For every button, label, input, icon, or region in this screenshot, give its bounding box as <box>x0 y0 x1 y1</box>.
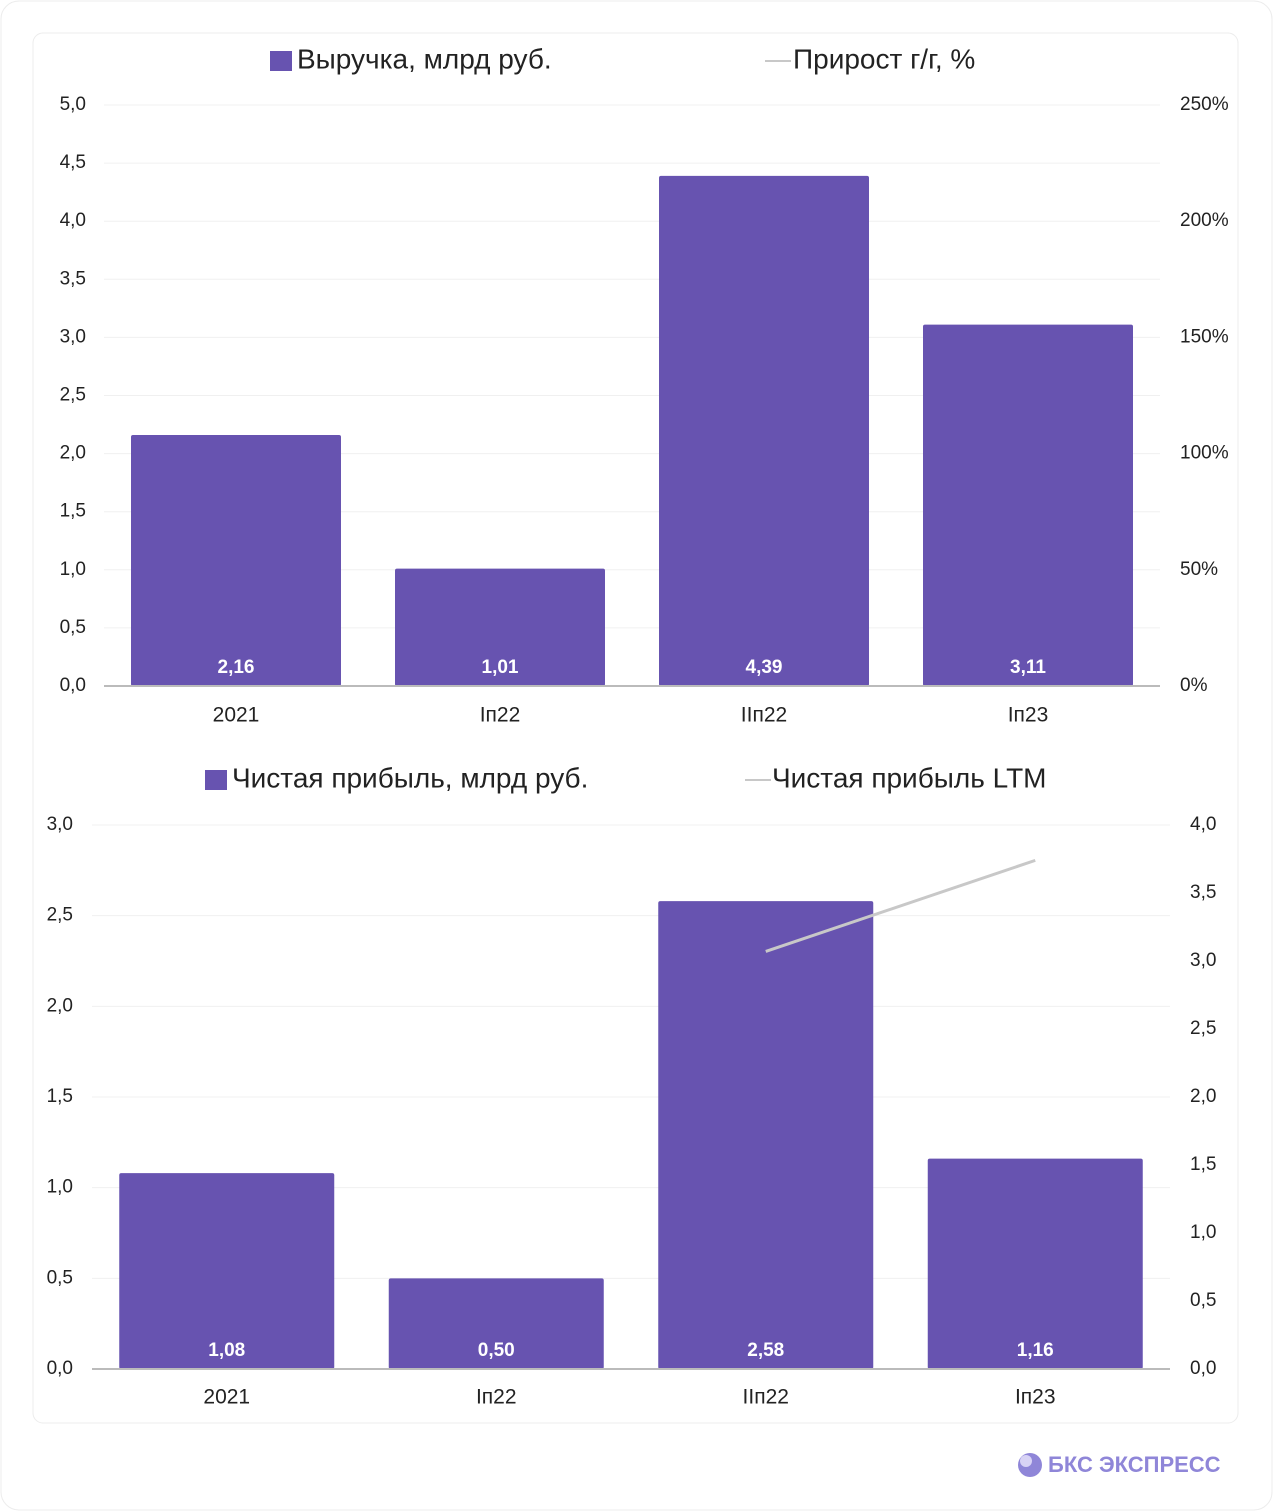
y-tick-label: 3,5 <box>60 268 86 289</box>
bar <box>659 175 869 686</box>
x-tick-label: IIп22 <box>743 1386 789 1409</box>
y2-tick-label: 1,5 <box>1190 1154 1216 1175</box>
x-tick-label: Iп22 <box>476 1386 517 1409</box>
y-tick-label: 2,0 <box>47 995 73 1016</box>
y2-tick-label: 3,5 <box>1190 882 1216 903</box>
y2-tick-label: 0% <box>1180 675 1208 696</box>
bar <box>658 901 874 1369</box>
y-tick-label: 0,5 <box>60 617 86 638</box>
legend-label: Выручка, млрд руб. <box>297 43 552 74</box>
y2-tick-label: 150% <box>1180 326 1229 347</box>
y-tick-label: 1,5 <box>47 1086 73 1107</box>
x-tick-label: 2021 <box>213 704 260 727</box>
y2-tick-label: 50% <box>1180 559 1218 580</box>
y-tick-label: 1,0 <box>60 559 86 580</box>
y-tick-label: 0,0 <box>60 675 86 696</box>
y2-tick-label: 1,0 <box>1190 1222 1216 1243</box>
x-tick-label: Iп23 <box>1008 704 1049 727</box>
y-tick-label: 0,5 <box>47 1267 73 1288</box>
y2-tick-label: 4,0 <box>1190 814 1216 835</box>
legend-label: Чистая прибыль, млрд руб. <box>232 762 588 793</box>
y2-tick-label: 3,0 <box>1190 950 1216 971</box>
y2-tick-label: 250% <box>1180 94 1229 115</box>
legend-swatch <box>205 770 227 790</box>
x-tick-label: 2021 <box>203 1386 250 1409</box>
bar <box>119 1173 335 1369</box>
y-tick-label: 3,0 <box>47 814 73 835</box>
x-tick-label: Iп22 <box>480 704 521 727</box>
y-tick-label: 3,0 <box>60 326 86 347</box>
y-tick-label: 1,5 <box>60 501 86 522</box>
data-label: 0,50 <box>478 1340 515 1361</box>
brand: БКС ЭКСПРЕСС <box>1048 1452 1221 1477</box>
y-tick-label: 2,5 <box>60 385 86 406</box>
y-tick-label: 2,5 <box>47 905 73 926</box>
y2-tick-label: 0,0 <box>1190 1358 1216 1379</box>
bar <box>388 1278 604 1369</box>
y-tick-label: 2,0 <box>60 443 86 464</box>
y-tick-label: 0,0 <box>47 1358 73 1379</box>
data-label: 1,16 <box>1017 1340 1054 1361</box>
legend-label: Прирост г/г, % <box>793 43 975 74</box>
y2-tick-label: 2,0 <box>1190 1086 1216 1107</box>
y2-tick-label: 0,5 <box>1190 1290 1216 1311</box>
bar <box>131 435 341 686</box>
y2-tick-label: 2,5 <box>1190 1018 1216 1039</box>
logo-icon-highlight <box>1020 1455 1032 1467</box>
y-tick-label: 1,0 <box>47 1177 73 1198</box>
y-tick-label: 5,0 <box>60 94 86 115</box>
x-tick-label: IIп22 <box>741 704 787 727</box>
bar <box>927 1158 1143 1369</box>
y-tick-label: 4,0 <box>60 210 86 231</box>
bar <box>923 324 1133 686</box>
data-label: 3,11 <box>1010 657 1046 678</box>
data-label: 4,39 <box>746 657 783 678</box>
data-label: 1,08 <box>208 1340 245 1361</box>
x-tick-label: Iп23 <box>1015 1386 1056 1409</box>
line <box>765 858 1036 953</box>
legend-label: Чистая прибыль LTM <box>772 762 1047 793</box>
data-label: 1,01 <box>482 657 519 678</box>
bar <box>395 568 605 686</box>
y-tick-label: 4,5 <box>60 152 86 173</box>
y2-tick-label: 100% <box>1180 443 1229 464</box>
legend-swatch <box>270 51 292 71</box>
data-label: 2,16 <box>218 657 255 678</box>
y2-tick-label: 200% <box>1180 210 1229 231</box>
data-label: 2,58 <box>747 1340 784 1361</box>
